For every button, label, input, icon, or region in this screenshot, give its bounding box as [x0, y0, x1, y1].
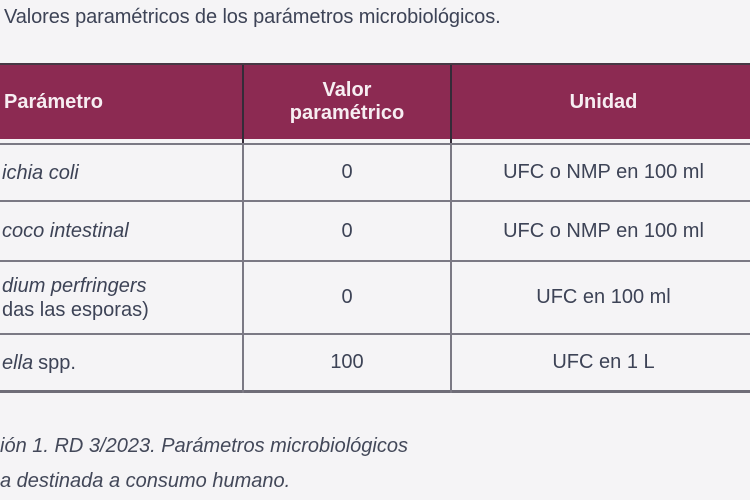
parameter-cell: ella spp. [0, 351, 243, 375]
table-header-row: Parámetro Valor paramétrico Unidad [0, 65, 750, 139]
caption-line-1: ión 1. RD 3/2023. Parámetros microbiológ… [0, 435, 408, 457]
value-cell: 0 [341, 219, 353, 242]
column-divider [242, 143, 244, 393]
table-caption: ión 1. RD 3/2023. Parámetros microbiológ… [0, 429, 740, 499]
table-row: ella spp. 100 UFC en 1 L [0, 333, 750, 390]
table-row: ichia coli 0 UFC o NMP en 100 ml [0, 143, 750, 200]
parameters-table: Parámetro Valor paramétrico Unidad ichia… [0, 63, 750, 393]
header-cell-unidad: Unidad [569, 90, 638, 113]
unit-cell: UFC o NMP en 100 ml [503, 219, 704, 242]
column-divider [450, 65, 452, 143]
parameter-cell: coco intestinal [0, 219, 243, 243]
unit-cell: UFC en 1 L [552, 351, 655, 373]
parameter-cell: ichia coli [0, 161, 243, 185]
header-cell-parametro: Parámetro [4, 90, 103, 113]
value-cell: 0 [341, 161, 353, 183]
value-cell: 0 [341, 286, 353, 308]
parameter-name: coco intestinal [2, 220, 129, 242]
value-cell: 100 [330, 351, 364, 373]
unit-cell: UFC en 100 ml [536, 286, 671, 308]
parameter-name-line2: das las esporas) [2, 298, 149, 321]
parameter-cell: dium perfringers das las esporas) [0, 274, 243, 322]
parameter-name: ichia coli [2, 161, 79, 184]
column-divider [450, 143, 452, 393]
column-divider [242, 65, 244, 143]
header-body-gap [0, 139, 750, 143]
header-cell-valor-label: Valor paramétrico [289, 79, 405, 124]
table-top-border [0, 63, 750, 65]
caption-line-2: a destinada a consumo humano. [0, 470, 291, 492]
parameter-name: dium perfringers [2, 274, 147, 297]
table-row: dium perfringers das las esporas) 0 UFC e… [0, 260, 750, 333]
table-bottom-border [0, 390, 750, 393]
table-title: Valores paramétricos de los parámetros m… [4, 6, 501, 28]
parameter-name: ella [2, 351, 34, 374]
unit-cell: UFC o NMP en 100 ml [503, 161, 704, 183]
table-row: coco intestinal 0 UFC o NMP en 100 ml [0, 200, 750, 260]
parameter-name-suffix: spp. [38, 351, 76, 374]
header-cell-valor-parametrico: Valor paramétrico [243, 79, 451, 125]
